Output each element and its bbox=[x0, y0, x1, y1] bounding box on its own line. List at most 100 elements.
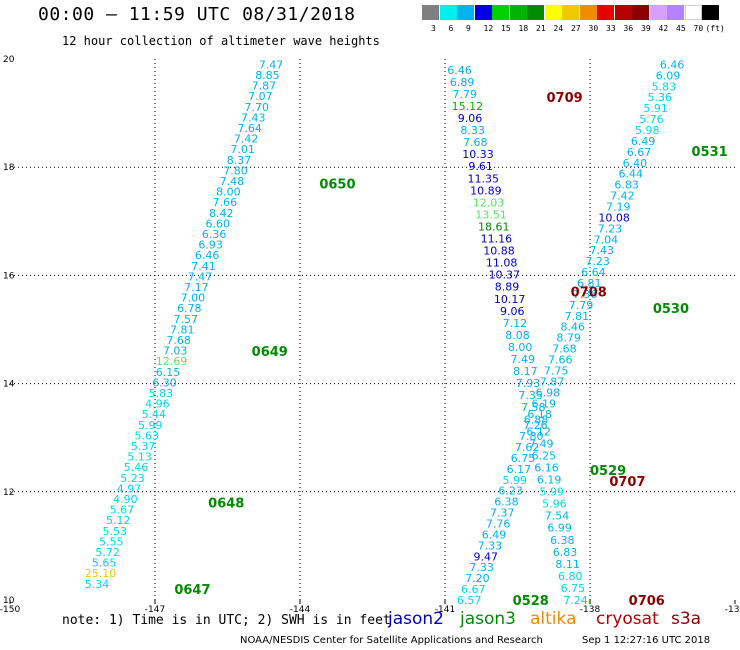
wave-height-value: 13.51 bbox=[475, 208, 507, 221]
footnote: note: 1) Time is in UTC; 2) SWH is in fe… bbox=[62, 613, 391, 628]
wave-height-value: 6.15 bbox=[156, 366, 181, 379]
wave-height-value: 5.13 bbox=[127, 451, 152, 464]
wave-height-value: 11.16 bbox=[481, 233, 513, 246]
wave-height-value: 8.00 bbox=[508, 341, 533, 354]
legend-jason2: jason2 bbox=[388, 609, 444, 629]
wave-height-value: 6.57 bbox=[457, 594, 482, 607]
color-swatch bbox=[632, 5, 649, 20]
color-scale-label: 27 bbox=[571, 24, 581, 33]
wave-height-value: 6.12 bbox=[526, 425, 551, 438]
wave-height-value: 7.57 bbox=[174, 313, 199, 326]
wave-height-value: 8.46 bbox=[560, 321, 585, 334]
wave-height-value: 7.79 bbox=[453, 88, 478, 101]
longitude-label: -147 bbox=[145, 605, 165, 615]
wave-height-value: 6.75 bbox=[511, 452, 536, 465]
wave-height-value: 5.46 bbox=[124, 461, 149, 474]
wave-height-value: 4.96 bbox=[145, 398, 170, 411]
color-scale-label: 6 bbox=[448, 24, 454, 33]
color-swatch bbox=[597, 5, 614, 20]
longitude-label: -138 bbox=[580, 605, 601, 615]
longitude-label: -144 bbox=[290, 605, 311, 615]
wave-height-value: 6.88 bbox=[524, 413, 549, 426]
color-swatch bbox=[474, 5, 492, 20]
wave-height-value: 6.16 bbox=[534, 461, 559, 474]
wave-height-value: 9.06 bbox=[500, 305, 525, 318]
wave-height-value: 7.00 bbox=[181, 292, 206, 305]
wave-height-value: 6.93 bbox=[198, 239, 223, 252]
wave-height-value: 7.58 bbox=[521, 401, 546, 414]
color-scale-label: 9 bbox=[466, 24, 471, 33]
wave-height-value: 6.46 bbox=[660, 58, 685, 71]
wave-height-value: 5.67 bbox=[110, 504, 135, 517]
wave-height-value: 7.43 bbox=[241, 111, 266, 124]
wave-height-value: 6.46 bbox=[447, 64, 472, 77]
pass-time-label: 0649 bbox=[252, 345, 288, 360]
wave-height-value: 7.47 bbox=[188, 270, 213, 283]
color-scale-label: 42 bbox=[658, 24, 669, 33]
wave-height-value: 7.17 bbox=[184, 281, 209, 294]
latitude-label: 20 bbox=[3, 55, 15, 65]
wave-height-value: 7.66 bbox=[213, 196, 238, 209]
wave-height-value: 6.60 bbox=[205, 217, 230, 230]
wave-height-value: 6.83 bbox=[614, 179, 639, 192]
color-swatch bbox=[667, 5, 684, 20]
map-title: 00:00 – 11:59 UTC 08/31/2018 bbox=[38, 4, 356, 25]
wave-height-value: 7.23 bbox=[585, 255, 610, 268]
wave-height-value: 7.80 bbox=[223, 164, 248, 177]
wave-height-value: 5.63 bbox=[134, 429, 159, 442]
wave-height-value: 9.47 bbox=[473, 550, 498, 563]
wave-height-value: 5.99 bbox=[540, 486, 565, 499]
wave-height-value: 9.06 bbox=[458, 112, 483, 125]
wave-height-value: 12.69 bbox=[156, 355, 188, 368]
wave-height-value: 7.42 bbox=[234, 133, 259, 146]
color-scale-label: 24 bbox=[553, 24, 564, 33]
wave-height-value: 7.68 bbox=[552, 343, 577, 356]
wave-height-value: 7.48 bbox=[220, 175, 245, 188]
wave-height-value: 7.47 bbox=[259, 58, 284, 71]
wave-height-value: 11.08 bbox=[486, 257, 518, 270]
wave-height-value: 6.38 bbox=[550, 534, 575, 547]
legend-s3a: s3a bbox=[671, 609, 702, 629]
wave-height-value: 5.76 bbox=[639, 113, 664, 126]
wave-height-value: 8.11 bbox=[555, 558, 580, 571]
generated-timestamp: Sep 1 12:27:16 UTC 2018 bbox=[582, 635, 711, 646]
wave-height-value: 6.49 bbox=[482, 528, 507, 541]
wave-height-value: 7.79 bbox=[569, 299, 594, 312]
wave-height-value: 7.24 bbox=[563, 594, 588, 607]
wave-height-value: 6.98 bbox=[536, 386, 561, 399]
wave-height-value: 8.79 bbox=[556, 332, 581, 345]
color-swatch bbox=[422, 5, 439, 20]
wave-height-value: 8.33 bbox=[460, 124, 485, 137]
wave-height-value: 8.08 bbox=[505, 329, 530, 342]
pass-time-label: 0650 bbox=[319, 177, 355, 192]
wave-height-value: 6.23 bbox=[498, 485, 523, 498]
pass-time-label: 0648 bbox=[208, 497, 244, 512]
latitude-label: 16 bbox=[3, 271, 15, 281]
wave-height-value: 7.42 bbox=[610, 190, 635, 203]
wave-height-value: 5.23 bbox=[120, 472, 145, 485]
color-scale-label: 70 bbox=[693, 24, 704, 33]
wave-height-value: 7.75 bbox=[544, 364, 569, 377]
wave-height-value: 6.80 bbox=[558, 570, 583, 583]
wave-height-value: 6.25 bbox=[532, 449, 557, 462]
color-swatch bbox=[457, 5, 474, 20]
wave-height-value: 7.81 bbox=[565, 310, 590, 323]
credit-line: NOAA/NESDIS Center for Satellite Applica… bbox=[240, 635, 543, 646]
color-scale-label: 39 bbox=[641, 24, 651, 33]
color-swatch bbox=[439, 5, 457, 20]
pass-time-label: 0530 bbox=[653, 302, 689, 317]
wave-height-value: 6.81 bbox=[577, 277, 602, 290]
wave-height-value: 7.80 bbox=[519, 430, 544, 443]
wave-height-value: 7.81 bbox=[170, 323, 195, 336]
color-scale-label: 30 bbox=[588, 24, 599, 33]
wave-height-value: 6.38 bbox=[494, 496, 519, 509]
wave-height-value: 7.62 bbox=[515, 441, 540, 454]
wave-height-value: 10.89 bbox=[470, 184, 502, 197]
color-swatch bbox=[562, 5, 579, 20]
wave-height-value: 7.68 bbox=[463, 136, 488, 149]
color-swatch bbox=[684, 5, 702, 20]
wave-height-value: 4.90 bbox=[113, 493, 138, 506]
wave-height-value: 25.10 bbox=[85, 567, 117, 580]
color-scale-unit: (ft) bbox=[705, 24, 725, 33]
wave-height-value: 7.68 bbox=[166, 334, 191, 347]
